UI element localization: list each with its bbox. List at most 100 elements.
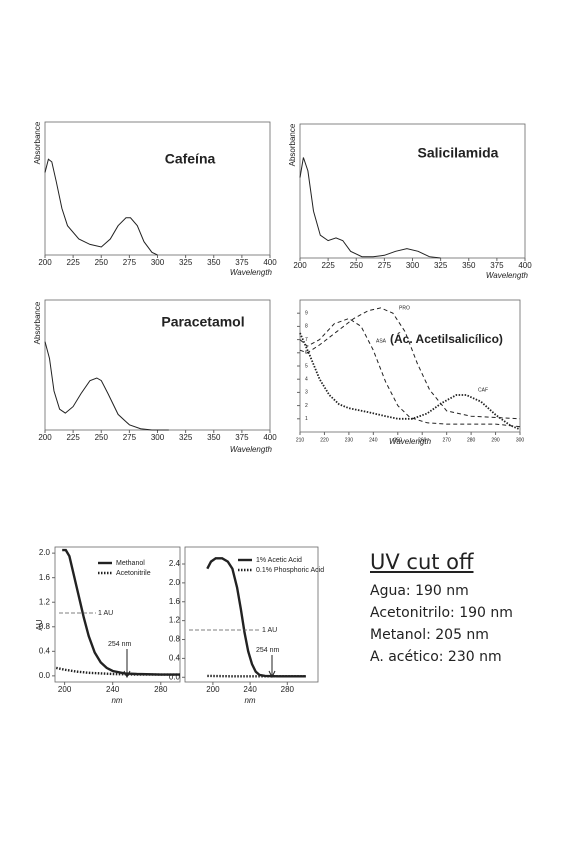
x-tick-label: 200: [206, 685, 220, 694]
y-tick-label: 5: [305, 363, 308, 369]
plot-frame: [54, 546, 181, 683]
x-tick-label: 200: [38, 433, 52, 442]
annotation: 254 nm: [108, 641, 132, 648]
series-line: [62, 548, 180, 676]
x-axis-label: nm: [111, 696, 122, 705]
x-tick-label: 200: [38, 258, 52, 267]
arrow: [123, 649, 131, 679]
y-tick-label: 3: [305, 390, 308, 396]
x-tick-label: 400: [518, 261, 532, 270]
x-tick-label: 225: [66, 258, 80, 267]
arrow: [268, 655, 276, 679]
y-tick-label: 0.4: [39, 646, 51, 655]
y-tick-label: 0.8: [39, 622, 51, 631]
y-tick-label: 9: [305, 311, 308, 317]
chart: nm 200 240 280 0.0 0.4 0.8 1.2 1.6 2.0 2.4 1% Aceti…: [169, 546, 324, 705]
x-axis-label: nm: [244, 696, 255, 705]
y-tick-label: 2.4: [169, 559, 181, 568]
chart: Salicilamida Wavelength Absorbance 200 225 25…: [288, 123, 532, 280]
x-tick-label: 250: [394, 437, 403, 443]
x-tick-label: 400: [263, 258, 277, 267]
chart: Paracetamol Wavelength Absorbance 200 225 250…: [33, 299, 277, 454]
y-tick-label: 1.2: [39, 597, 51, 606]
y-tick-label: 0.8: [169, 635, 181, 644]
cutoff-box: UV cut off Agua: 190 nm Acetonitrilo: 190…: [370, 550, 513, 668]
annotation: 254 nm: [256, 647, 280, 654]
cutoff-lines: Agua: 190 nm Acetonitrilo: 190 nm Metanol:…: [370, 580, 513, 668]
x-tick-label: 275: [123, 258, 137, 267]
x-tick-label: 210: [296, 437, 305, 443]
y-tick-label: 0.0: [39, 671, 51, 680]
y-tick-label: 2: [305, 403, 308, 409]
x-tick-label: 280: [154, 685, 168, 694]
cutoff-title: UV cut off: [370, 550, 474, 574]
y-tick-label: 2.0: [39, 548, 51, 557]
x-tick-label: 350: [462, 261, 476, 270]
x-tick-label: 300: [516, 437, 525, 443]
y-tick-label: 8: [305, 324, 308, 330]
x-tick-label: 280: [467, 437, 476, 443]
x-axis-label: Wavelength: [230, 445, 273, 454]
x-tick-label: 375: [490, 261, 504, 270]
y-axis-label: Absorbance: [33, 121, 42, 164]
series-line: [299, 157, 441, 259]
chart-title: Paracetamol: [161, 314, 244, 330]
x-axis-label: Wavelength: [389, 437, 432, 446]
plot-frame: [299, 299, 521, 433]
legend-label: 1% Acetic Acid: [256, 557, 302, 564]
y-axis-label: Absorbance: [288, 123, 297, 166]
x-tick-label: 325: [179, 433, 193, 442]
y-tick-label: 6: [305, 350, 308, 356]
y-tick-label: 7: [305, 337, 308, 343]
x-tick-label: 220: [320, 437, 329, 443]
series-line: [44, 158, 158, 256]
chart-title: Cafeína: [165, 151, 216, 167]
x-tick-label: 250: [95, 258, 109, 267]
cutoff-line: Acetonitrilo: 190 nm: [370, 605, 513, 621]
x-tick-label: 325: [434, 261, 448, 270]
x-tick-label: 375: [235, 258, 249, 267]
chart: Cafeína Wavelength Absorbance 200 225 250 275 3…: [33, 121, 277, 277]
y-tick-label: 4: [305, 377, 308, 383]
x-tick-label: 250: [350, 261, 364, 270]
y-tick-label: 0.4: [169, 654, 181, 663]
x-tick-label: 240: [106, 685, 120, 694]
annotation: 1 AU: [98, 610, 113, 617]
y-tick-label: 1.2: [169, 616, 181, 625]
x-tick-label: 375: [235, 433, 249, 442]
x-tick-label: 300: [406, 261, 420, 270]
series-label: ASA: [376, 338, 387, 344]
y-tick-label: 0.0: [169, 672, 181, 681]
y-tick-label: 1: [305, 416, 308, 422]
plot-frame: [184, 546, 319, 683]
x-tick-label: 350: [207, 433, 221, 442]
x-tick-label: 200: [58, 685, 72, 694]
x-tick-label: 280: [281, 685, 295, 694]
x-tick-label: 250: [95, 433, 109, 442]
y-axis-label: AU: [35, 619, 44, 630]
x-tick-label: 200: [293, 261, 307, 270]
chart: Wavelength 210 220 230 240 250 260 270 280 290 300…: [296, 299, 525, 446]
x-tick-label: 240: [243, 685, 257, 694]
series-line: [206, 557, 306, 678]
series-line: [299, 332, 521, 431]
x-tick-label: 300: [151, 258, 165, 267]
chart-title: Salicilamida: [418, 145, 499, 161]
series-line: [299, 317, 521, 428]
x-tick-label: 225: [321, 261, 335, 270]
x-tick-label: 230: [345, 437, 354, 443]
legend-label: 0.1% Phosphoric Acid: [256, 567, 324, 574]
series-label: CAF: [478, 387, 488, 393]
y-tick-label: 1.6: [39, 573, 51, 582]
legend-label: Methanol: [116, 560, 145, 567]
x-tick-label: 275: [123, 433, 137, 442]
x-tick-label: 290: [491, 437, 500, 443]
series-line: [44, 341, 169, 431]
cutoff-line: Metanol: 205 nm: [370, 627, 489, 643]
plot-frame: [44, 121, 271, 256]
x-axis-label: Wavelength: [486, 271, 529, 280]
cutoff-line: A. acético: 230 nm: [370, 649, 502, 665]
